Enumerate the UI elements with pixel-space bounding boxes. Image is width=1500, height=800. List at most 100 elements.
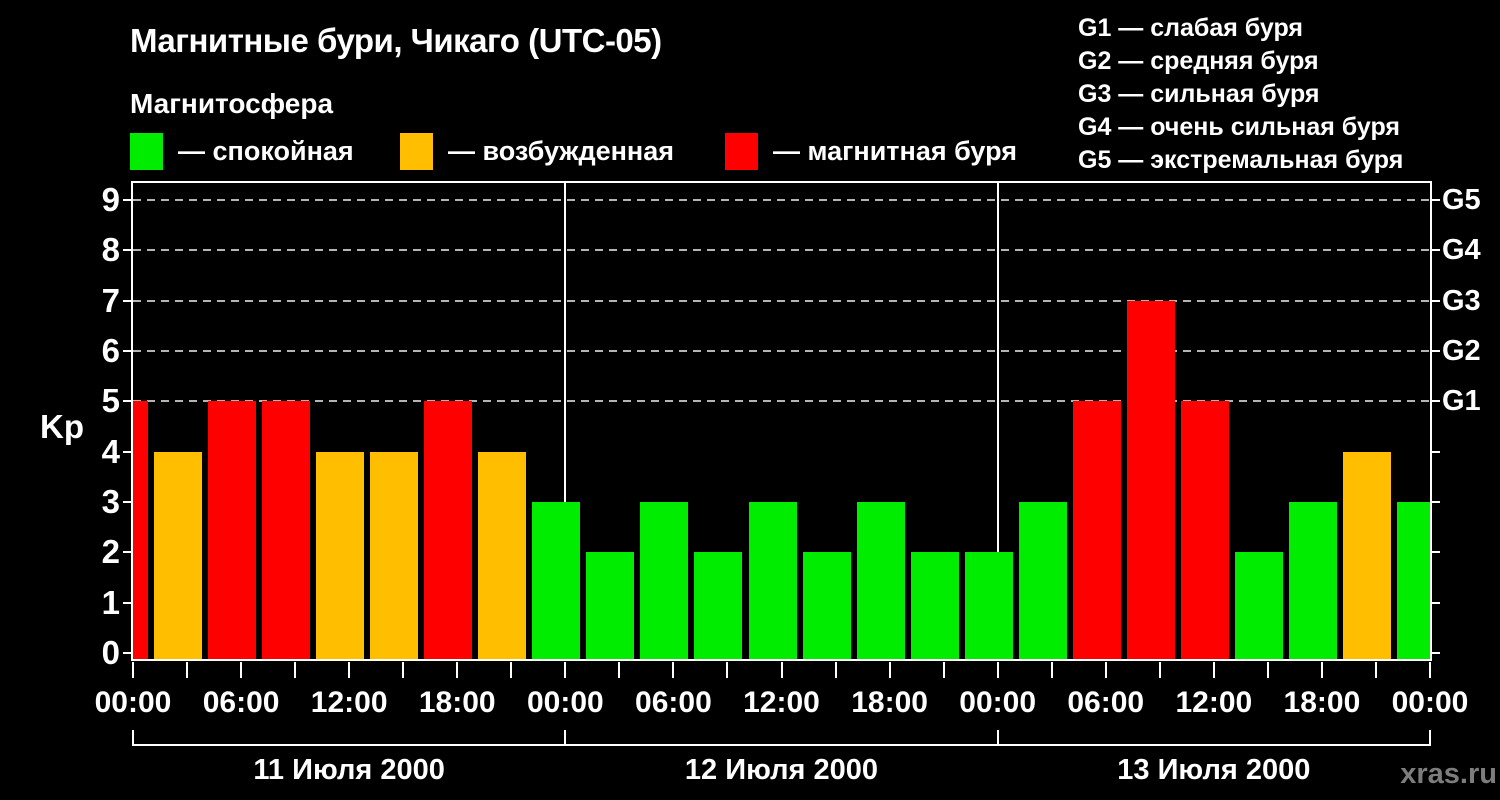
g-legend-item: G5 — экстремальная буря (1078, 146, 1404, 174)
gridline-kp8 (133, 249, 1430, 252)
date-label: 12 Июля 2000 (684, 754, 879, 786)
day-boundary-line (996, 183, 999, 659)
right-axis-tick (1432, 652, 1440, 654)
x-axis-tick (1266, 662, 1269, 678)
g-scale-legend: G1 — слабая буря G2 — средняя буря G3 — си… (1078, 12, 1403, 177)
kp-bar (208, 401, 257, 659)
time-label: 06:00 (1067, 686, 1145, 719)
gridline-kp5 (133, 400, 1430, 403)
date-label: 13 Июля 2000 (1117, 754, 1311, 786)
x-axis-tick (888, 662, 891, 678)
kp-bar (1342, 451, 1391, 659)
date-bracket-tick (1429, 730, 1431, 746)
kp-bar (154, 451, 203, 659)
time-label: 00:00 (526, 686, 604, 719)
y-axis-title: Kp (40, 408, 84, 445)
x-axis-tick (672, 662, 675, 678)
date-bracket-line (133, 744, 1430, 746)
x-axis-tick (726, 662, 729, 678)
g-level-label: G3 (1442, 284, 1481, 317)
y-axis-tick (123, 501, 131, 503)
gridline-kp9 (133, 199, 1430, 202)
right-axis-tick (1432, 199, 1440, 202)
y-tick-label: 6 (101, 332, 120, 370)
x-axis-tick (780, 662, 783, 678)
right-axis-tick (1432, 350, 1440, 353)
kp-bar (910, 552, 959, 659)
right-axis-tick (1432, 501, 1440, 503)
kp-bar (640, 502, 689, 659)
g-legend-item: G1 — слабая буря (1078, 14, 1304, 42)
date-bracket-tick (132, 730, 134, 746)
x-axis-tick (402, 662, 405, 678)
kp-bar (478, 451, 527, 659)
y-axis-tick (123, 450, 131, 453)
y-tick-label: 3 (101, 483, 120, 520)
time-label: 06:00 (635, 686, 712, 719)
legend-item-excited: — возбужденная (400, 130, 674, 172)
legend-item-calm: — спокойная (130, 130, 354, 172)
plot-area (131, 181, 1432, 661)
watermark: xras.ru (1400, 758, 1497, 790)
time-label: 00:00 (94, 686, 172, 719)
y-axis-tick (123, 249, 131, 252)
y-tick-label: 8 (101, 231, 120, 269)
time-label: 18:00 (418, 686, 496, 719)
kp-bar (1234, 552, 1283, 659)
kp-bar (133, 401, 148, 659)
chart-title: Магнитные бури, Чикаго (UTC-05) (130, 22, 662, 59)
y-tick-label: 5 (101, 382, 120, 420)
day-boundary-line (564, 183, 567, 659)
y-axis-tick (123, 601, 131, 604)
kp-bar (1072, 401, 1121, 659)
storm-color-swatch (725, 132, 758, 170)
gridline-kp7 (133, 299, 1430, 302)
time-label: 18:00 (851, 686, 928, 719)
x-axis-tick (510, 662, 513, 678)
time-label: 00:00 (1391, 686, 1469, 719)
g-legend-item: G4 — очень сильная буря (1078, 113, 1400, 141)
x-axis-tick (240, 662, 243, 678)
right-axis-tick (1432, 601, 1440, 604)
x-axis-tick (564, 662, 567, 678)
right-axis-tick (1432, 400, 1440, 403)
legend-item-label: — спокойная (178, 135, 354, 166)
kp-bar (370, 451, 419, 659)
legend-item-label: — магнитная буря (773, 135, 1017, 166)
right-axis-tick (1432, 551, 1440, 554)
y-tick-label: 7 (101, 281, 120, 319)
x-axis-tick (942, 662, 945, 678)
right-axis-tick (1432, 249, 1440, 252)
g-legend-item: G2 — средняя буря (1078, 47, 1319, 75)
x-axis-tick (996, 662, 999, 678)
y-axis-tick (123, 400, 131, 403)
x-axis-tick (1212, 662, 1215, 678)
kp-bar (1397, 502, 1430, 659)
x-axis-tick (1429, 662, 1431, 678)
x-axis-tick (294, 662, 297, 678)
x-axis-tick (1320, 662, 1323, 678)
excited-color-swatch (400, 132, 433, 170)
g-legend-item: G3 — сильная буря (1078, 80, 1320, 108)
date-bracket-tick (996, 730, 999, 746)
y-axis-tick (123, 299, 131, 302)
kp-bar (748, 502, 797, 659)
kp-bar (532, 502, 581, 659)
y-axis-tick (123, 652, 131, 654)
time-label: 12:00 (310, 686, 388, 719)
x-axis-tick (618, 662, 621, 678)
kp-bar (694, 552, 743, 659)
kp-bar (586, 552, 635, 659)
g-level-label: G2 (1442, 335, 1481, 368)
y-tick-label: 1 (101, 583, 120, 621)
calm-color-swatch (130, 132, 163, 170)
kp-bar (802, 552, 851, 659)
y-axis-tick (123, 350, 131, 353)
right-axis-tick (1432, 450, 1440, 453)
kp-bar (262, 401, 311, 659)
time-label: 12:00 (1175, 686, 1253, 719)
kp-bar (964, 552, 1013, 659)
gridline-kp6 (133, 350, 1430, 353)
y-axis-tick (123, 199, 131, 202)
